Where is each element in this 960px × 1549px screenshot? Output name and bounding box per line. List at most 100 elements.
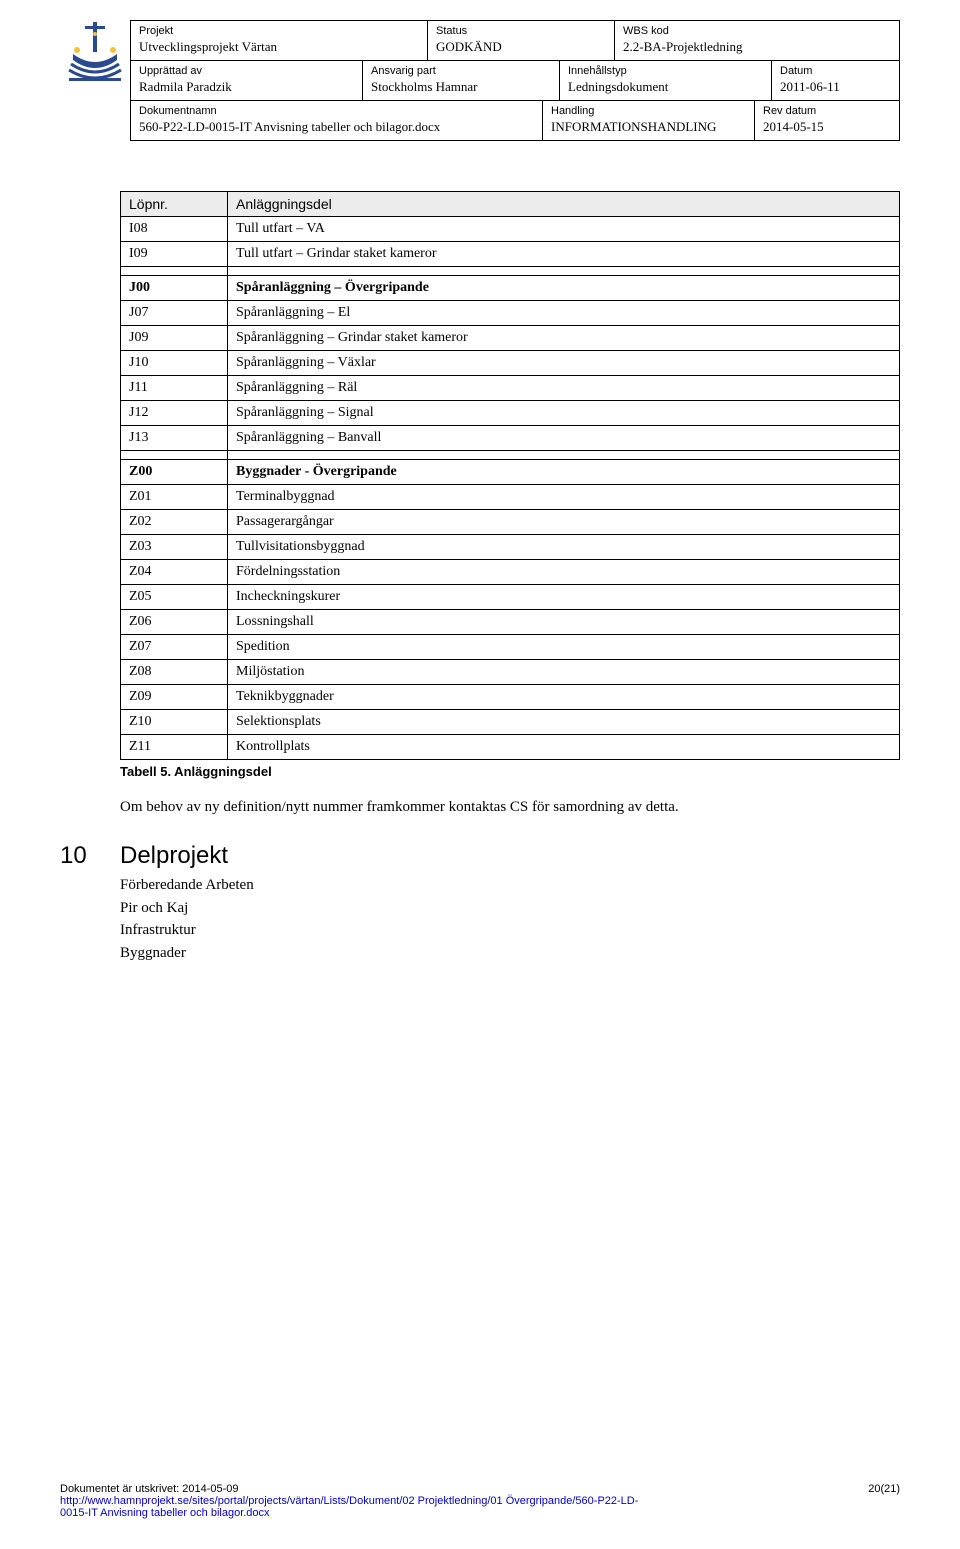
meta-value: Ledningsdokument [568, 78, 763, 96]
page: Projekt Utvecklingsprojekt Värtan Status… [0, 0, 960, 1549]
section-line: Förberedande Arbeten [120, 874, 900, 897]
table-row: Z03Tullvisitationsbyggnad [121, 535, 900, 560]
table-cell-name: Passagerargångar [228, 510, 900, 535]
meta-cell-status: Status GODKÄND [428, 21, 615, 60]
section-line: Infrastruktur [120, 919, 900, 942]
table-cell-code: Z03 [121, 535, 228, 560]
meta-label: Projekt [139, 25, 419, 38]
meta-cell-handling: Handling INFORMATIONSHANDLING [543, 101, 755, 140]
table-row: J12Spåranläggning – Signal [121, 401, 900, 426]
table-caption: Tabell 5. Anläggningsdel [120, 764, 900, 779]
table-row: J09Spåranläggning – Grindar staket kamer… [121, 326, 900, 351]
meta-value: Utvecklingsprojekt Värtan [139, 38, 419, 56]
table-cell-code: Z04 [121, 560, 228, 585]
table-row: Z07Spedition [121, 635, 900, 660]
table-cell-code: Z05 [121, 585, 228, 610]
table-row: Z10Selektionsplats [121, 710, 900, 735]
table-row: Z04Fördelningsstation [121, 560, 900, 585]
table-cell-code: J13 [121, 426, 228, 451]
table-header-code: Löpnr. [121, 192, 228, 217]
table-row: Z11Kontrollplats [121, 735, 900, 760]
meta-value: 2.2-BA-Projektledning [623, 38, 891, 56]
table-cell-name: Tull utfart – VA [228, 217, 900, 242]
section-body: Förberedande ArbetenPir och KajInfrastru… [120, 874, 900, 964]
section-number: 10 [60, 842, 120, 870]
table-cell-code: J10 [121, 351, 228, 376]
section-title: Delprojekt [120, 842, 228, 870]
meta-value: 2011-06-11 [780, 78, 891, 96]
section-line: Byggnader [120, 942, 900, 965]
table-row: Z09Teknikbyggnader [121, 685, 900, 710]
table-cell-code: J12 [121, 401, 228, 426]
table-row: J13Spåranläggning – Banvall [121, 426, 900, 451]
table-row: Z08Miljöstation [121, 660, 900, 685]
meta-label: Handling [551, 105, 746, 118]
footer-link-cont[interactable]: 0015-IT Anvisning tabeller och bilagor.d… [60, 1507, 270, 1519]
meta-value: INFORMATIONSHANDLING [551, 118, 746, 136]
table-row: J10Spåranläggning – Växlar [121, 351, 900, 376]
table-cell-name: Spåranläggning – El [228, 301, 900, 326]
page-footer: Dokumentet är utskrivet: 2014-05-09 20(2… [60, 1483, 900, 1519]
table-cell-code: J11 [121, 376, 228, 401]
table-cell-code: Z06 [121, 610, 228, 635]
table-cell-code: J00 [121, 276, 228, 301]
table-cell-code: J07 [121, 301, 228, 326]
footer-print-date: Dokumentet är utskrivet: 2014-05-09 [60, 1483, 239, 1495]
meta-label: Rev datum [763, 105, 891, 118]
meta-value: Radmila Paradzik [139, 78, 354, 96]
table-row: Z06Lossningshall [121, 610, 900, 635]
table-row: J11Spåranläggning – Räl [121, 376, 900, 401]
table-cell-name: Spåranläggning – Signal [228, 401, 900, 426]
table-cell-name: Spåranläggning – Grindar staket kameror [228, 326, 900, 351]
table-cell-code: Z01 [121, 485, 228, 510]
section-heading: 10 Delprojekt [60, 842, 900, 870]
footer-link[interactable]: http://www.hamnprojekt.se/sites/portal/p… [60, 1495, 638, 1507]
meta-cell-revdatum: Rev datum 2014-05-15 [755, 101, 899, 140]
table-row: J00 Spåranläggning – Övergripande [121, 276, 900, 301]
table-cell-name: Spåranläggning – Banvall [228, 426, 900, 451]
table-cell-code: I09 [121, 242, 228, 267]
meta-cell-projekt: Projekt Utvecklingsprojekt Värtan [131, 21, 428, 60]
table-cell-code: Z09 [121, 685, 228, 710]
table-header-row: Löpnr. Anläggningsdel [121, 192, 900, 217]
table-cell-name: Miljöstation [228, 660, 900, 685]
table-spacer [121, 451, 900, 460]
meta-cell-upprattad: Upprättad av Radmila Paradzik [131, 61, 363, 100]
table-cell-name: Terminalbyggnad [228, 485, 900, 510]
document-body: Löpnr. Anläggningsdel I08Tull utfart – V… [120, 191, 900, 964]
meta-label: Status [436, 25, 606, 38]
table-row: J07Spåranläggning – El [121, 301, 900, 326]
footer-page-number: 20(21) [868, 1483, 900, 1495]
table-cell-name: Kontrollplats [228, 735, 900, 760]
meta-cell-innehall: Innehållstyp Ledningsdokument [560, 61, 772, 100]
table-cell-code: Z07 [121, 635, 228, 660]
meta-value: Stockholms Hamnar [371, 78, 551, 96]
table-cell-code: Z00 [121, 460, 228, 485]
meta-cell-datum: Datum 2011-06-11 [772, 61, 899, 100]
table-row: I09Tull utfart – Grindar staket kameror [121, 242, 900, 267]
table-row: Z05Incheckningskurer [121, 585, 900, 610]
meta-label: Upprättad av [139, 65, 354, 78]
table-header-name: Anläggningsdel [228, 192, 900, 217]
table-cell-name: Tull utfart – Grindar staket kameror [228, 242, 900, 267]
table-cell-code: Z11 [121, 735, 228, 760]
table-cell-code: Z08 [121, 660, 228, 685]
table-row: Z00 Byggnader - Övergripande [121, 460, 900, 485]
meta-cell-ansvarig: Ansvarig part Stockholms Hamnar [363, 61, 560, 100]
table-row: Z02Passagerargångar [121, 510, 900, 535]
table-cell-name: Fördelningsstation [228, 560, 900, 585]
meta-value: 2014-05-15 [763, 118, 891, 136]
section-line: Pir och Kaj [120, 897, 900, 920]
table-cell-name: Spåranläggning – Övergripande [228, 276, 900, 301]
meta-label: Datum [780, 65, 891, 78]
anlaggningsdel-table: Löpnr. Anläggningsdel I08Tull utfart – V… [120, 191, 900, 760]
table-cell-code: I08 [121, 217, 228, 242]
logo-icon [63, 20, 127, 100]
table-cell-name: Byggnader - Övergripande [228, 460, 900, 485]
table-row: I08Tull utfart – VA [121, 217, 900, 242]
table-cell-name: Incheckningskurer [228, 585, 900, 610]
meta-label: Ansvarig part [371, 65, 551, 78]
logo-column [60, 20, 130, 100]
table-cell-name: Tullvisitationsbyggnad [228, 535, 900, 560]
table-cell-name: Selektionsplats [228, 710, 900, 735]
